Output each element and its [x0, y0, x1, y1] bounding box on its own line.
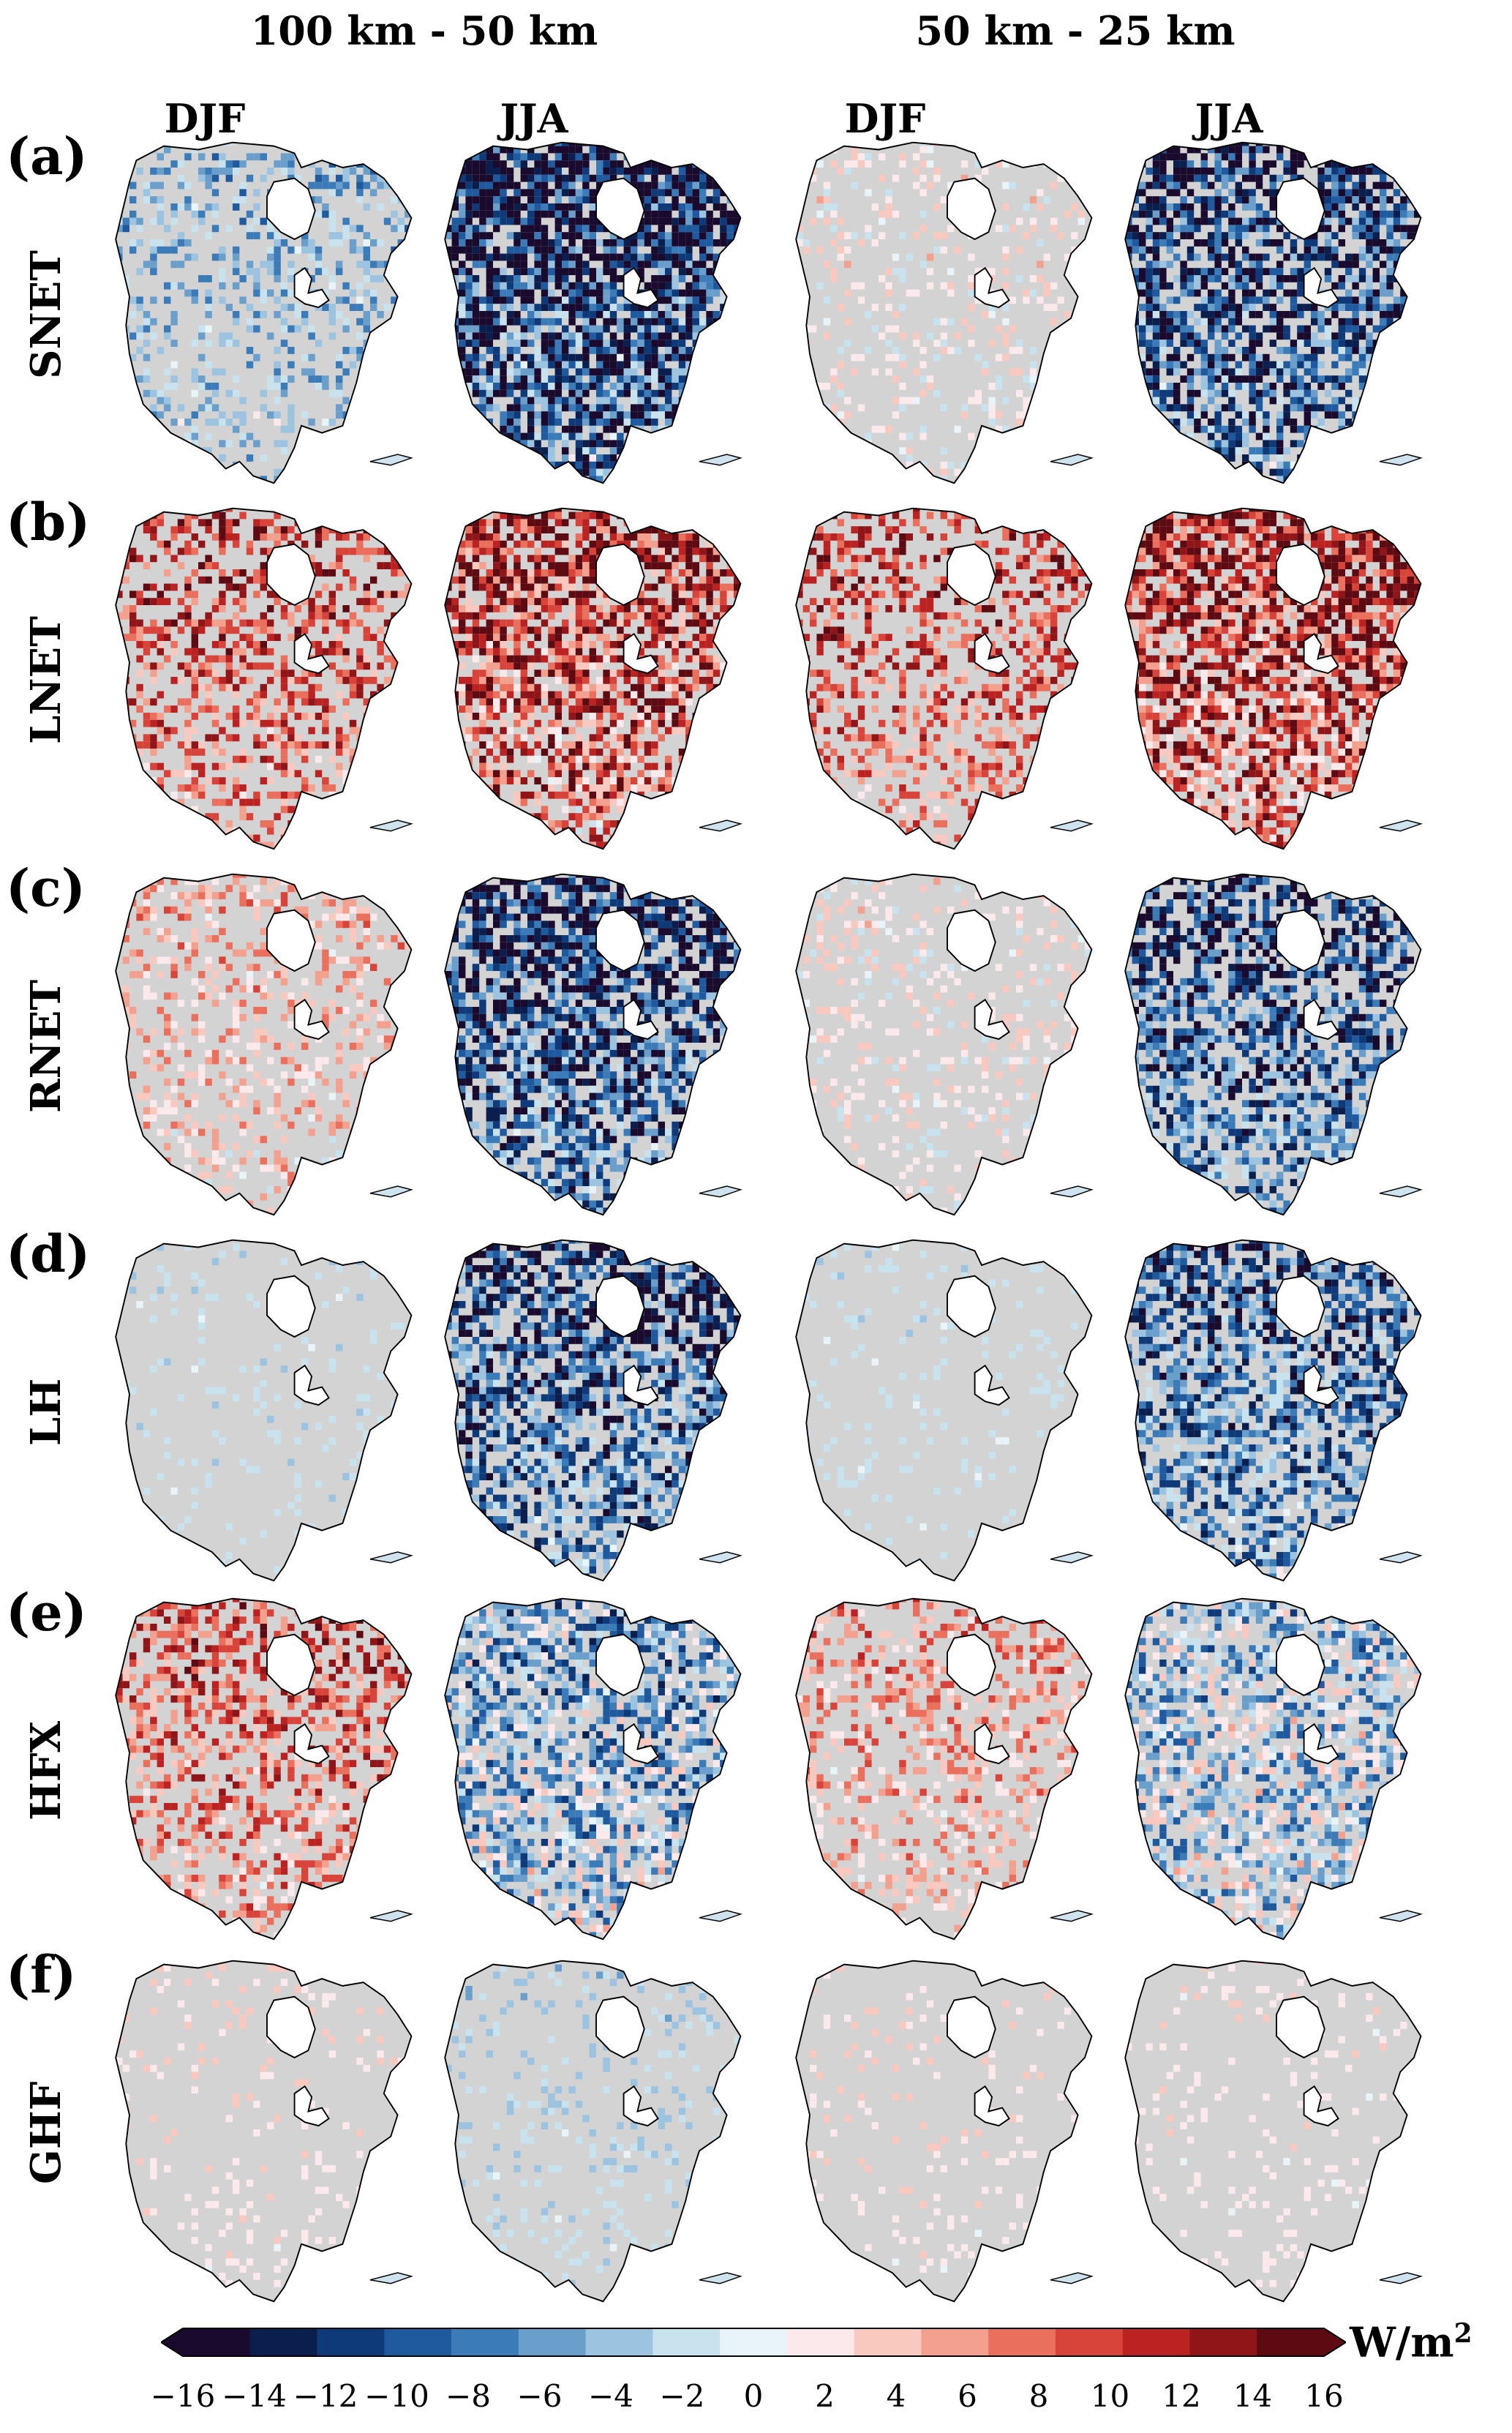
map-panel-lnet-4 [1105, 498, 1448, 856]
colorbar-tick-label: −6 [517, 2378, 563, 2414]
colorbar-tick-label: 12 [1162, 2378, 1200, 2414]
colorbar-segment [317, 2328, 385, 2356]
unit-exponent: 2 [1454, 2318, 1472, 2349]
colorbar-tick-label: 2 [815, 2378, 835, 2414]
row-variable-label: LH [22, 1295, 70, 1529]
map-panel-ghf-4 [1105, 1950, 1448, 2309]
colorbar-tick-label: −4 [588, 2378, 633, 2414]
row-letter: (b) [6, 492, 90, 552]
colorbar-extend-max [1324, 2328, 1346, 2356]
season-header-3: DJF [775, 95, 995, 142]
colorbar-unit: W/m2 [1350, 2318, 1472, 2367]
map-panel-rnet-4 [1105, 863, 1448, 1222]
colorbar-segment [720, 2328, 788, 2356]
colorbar-tick-label: 8 [1029, 2378, 1049, 2414]
unit-base: W/m [1350, 2319, 1454, 2367]
colorbar-tick-label: 16 [1304, 2378, 1343, 2414]
map-panel-ghf-3 [775, 1950, 1119, 2309]
colorbar-segment [518, 2328, 587, 2356]
colorbar-tick-label: 10 [1091, 2378, 1129, 2414]
colorbar-segment [921, 2328, 989, 2356]
colorbar-segment [451, 2328, 519, 2356]
colorbar-segment [854, 2328, 922, 2356]
colorbar-tick-label: 4 [887, 2378, 906, 2414]
map-panel-ghf-1 [95, 1950, 439, 2309]
map-panel-lh-4 [1105, 1229, 1448, 1588]
row-letter: (e) [6, 1582, 87, 1643]
map-panel-snet-2 [424, 132, 768, 490]
colorbar-graphic [159, 2328, 1347, 2357]
row-variable-label: HFX [22, 1654, 70, 1888]
row-variable-label: SNET [22, 198, 70, 432]
colorbar [159, 2325, 1347, 2359]
colorbar-segment [652, 2328, 721, 2356]
season-header-4: JJA [1119, 95, 1339, 142]
map-panel-hfx-4 [1105, 1588, 1448, 1946]
map-panel-snet-4 [1105, 132, 1448, 490]
map-panel-lh-1 [95, 1229, 439, 1588]
colorbar-segment [1257, 2328, 1325, 2356]
map-panel-snet-3 [775, 132, 1119, 490]
season-header-1: DJF [95, 95, 315, 142]
colorbar-tick-label: −2 [660, 2378, 705, 2414]
row-letter: (a) [6, 126, 88, 187]
map-panel-hfx-1 [95, 1588, 439, 1946]
colorbar-tick-label: −10 [364, 2378, 429, 2414]
row-letter: (f) [6, 1944, 76, 2005]
colorbar-tick-label: 0 [744, 2378, 764, 2414]
row-variable-label: LNET [22, 563, 70, 798]
colorbar-segment [786, 2328, 855, 2356]
map-panel-snet-1 [95, 132, 439, 490]
colorbar-tick-label: 6 [958, 2378, 977, 2414]
colorbar-tick-label: −14 [222, 2378, 287, 2414]
row-letter: (d) [6, 1223, 90, 1284]
map-panel-lh-3 [775, 1229, 1119, 1588]
resolution-header-2: 50 km - 25 km [856, 7, 1295, 54]
colorbar-tick-label: −8 [445, 2378, 491, 2414]
row-letter: (c) [6, 858, 86, 918]
colorbar-segment [384, 2328, 452, 2356]
map-panel-rnet-3 [775, 863, 1119, 1222]
colorbar-extend-min [161, 2328, 183, 2356]
map-panel-lnet-1 [95, 498, 439, 856]
map-panel-rnet-1 [95, 863, 439, 1222]
colorbar-segment [1055, 2328, 1124, 2356]
colorbar-tick-label: 14 [1233, 2378, 1272, 2414]
colorbar-segment [585, 2328, 653, 2356]
map-panel-rnet-2 [424, 863, 768, 1222]
colorbar-tick-label: −16 [151, 2378, 216, 2414]
resolution-header-1: 100 km - 50 km [205, 7, 644, 54]
colorbar-segment [249, 2328, 318, 2356]
map-panel-lnet-3 [775, 498, 1119, 856]
map-panel-lh-2 [424, 1229, 768, 1588]
colorbar-segment [183, 2328, 251, 2356]
season-header-2: JJA [424, 95, 644, 142]
row-variable-label: GHF [22, 2016, 70, 2250]
row-variable-label: RNET [22, 929, 70, 1163]
map-panel-lnet-2 [424, 498, 768, 856]
colorbar-segment [1122, 2328, 1190, 2356]
map-panel-hfx-3 [775, 1588, 1119, 1946]
map-panel-hfx-2 [424, 1588, 768, 1946]
colorbar-tick-label: −12 [293, 2378, 358, 2414]
map-panel-ghf-2 [424, 1950, 768, 2309]
colorbar-segment [1189, 2328, 1257, 2356]
colorbar-segment [988, 2328, 1056, 2356]
